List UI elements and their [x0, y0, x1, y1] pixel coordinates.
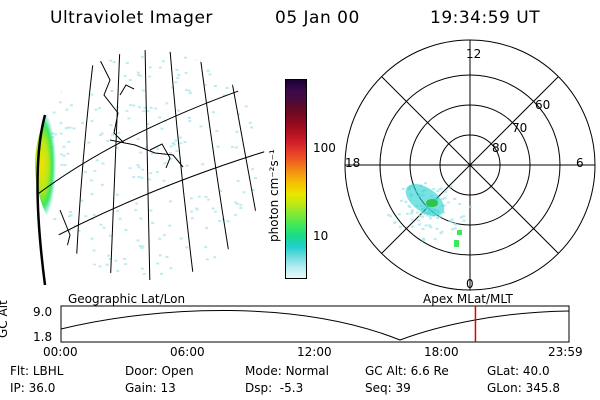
xtick-0600: 06:00: [170, 345, 205, 359]
xtick-1800: 18:00: [424, 345, 459, 359]
info-gc-alt: GC Alt: 6.6 Re: [365, 364, 449, 378]
info-glat: GLat: 40.0: [487, 364, 550, 378]
geo-panel-label: Geographic Lat/Lon: [68, 292, 186, 306]
xtick-1200: 12:00: [297, 345, 332, 359]
app-title: Ultraviolet Imager: [50, 8, 213, 28]
info-door: Door: Open: [125, 364, 194, 378]
info-gain: Gain: 13: [125, 381, 176, 395]
info-dsp: Dsp: -5.3: [245, 381, 304, 395]
info-filter: Flt: LBHL: [10, 364, 64, 378]
info-glon: GLon: 345.8: [487, 381, 560, 395]
lat-label-60: 60: [535, 98, 551, 112]
mlt-label-18: 18: [345, 156, 361, 170]
mlt-label-0: 0: [466, 277, 474, 291]
colorbar: [285, 79, 307, 279]
observation-date: 05 Jan 00: [275, 8, 360, 28]
lat-label-70: 70: [512, 121, 528, 135]
altitude-ytick-1.8: 1.8: [33, 330, 53, 344]
mlt-label-12: 12: [466, 47, 482, 61]
colorbar-tick-100: 100: [313, 141, 336, 155]
lat-label-80: 80: [492, 141, 508, 155]
info-ip: IP: 36.0: [10, 381, 56, 395]
info-seq: Seq: 39: [365, 381, 411, 395]
observation-time: 19:34:59 UT: [430, 8, 541, 28]
xtick-2359: 23:59: [548, 345, 583, 359]
info-mode: Mode: Normal: [245, 364, 329, 378]
colorbar-tick-10: 10: [313, 229, 329, 243]
xtick-0000: 00:00: [43, 345, 78, 359]
polar-panel-label: Apex MLat/MLT: [423, 292, 513, 306]
altitude-ytick-9: 9.0: [33, 305, 53, 319]
mlt-label-6: 6: [576, 156, 584, 170]
